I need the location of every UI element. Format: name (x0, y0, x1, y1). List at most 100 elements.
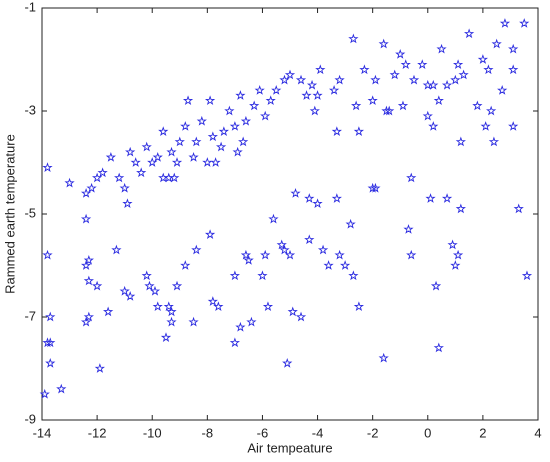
point (508, 121, 519, 131)
point (105, 151, 116, 162)
x-tick-label: 2 (479, 425, 486, 440)
point (210, 157, 221, 167)
point (295, 311, 307, 322)
point (125, 291, 136, 301)
point (64, 177, 75, 188)
point (235, 90, 246, 100)
point (433, 95, 444, 106)
point (160, 332, 172, 342)
x-axis-label: Air tempeature (247, 440, 332, 455)
y-tick-label: -3 (24, 102, 36, 117)
point (232, 146, 243, 157)
point (458, 69, 469, 80)
point (328, 85, 340, 95)
point (42, 249, 53, 260)
point (213, 301, 224, 312)
point (287, 306, 298, 317)
point (166, 146, 177, 157)
point (171, 157, 183, 167)
point (367, 182, 378, 193)
point (309, 105, 320, 116)
point (433, 342, 444, 353)
point (163, 301, 174, 312)
point (149, 285, 161, 296)
point (152, 151, 163, 162)
point (408, 74, 420, 85)
point (295, 74, 307, 85)
x-tick-label: -2 (367, 425, 379, 440)
point (290, 188, 301, 198)
point (147, 157, 158, 167)
point (229, 337, 240, 348)
point (111, 244, 122, 255)
point (204, 229, 216, 239)
point (381, 105, 392, 116)
point (262, 301, 274, 312)
point (284, 69, 296, 80)
point (39, 388, 50, 399)
point (331, 193, 342, 203)
point (472, 100, 483, 111)
point (450, 74, 461, 85)
point (80, 188, 92, 198)
point (304, 234, 315, 245)
point (480, 121, 491, 131)
point (166, 306, 177, 317)
point (191, 244, 202, 255)
point (279, 244, 290, 255)
point (254, 85, 265, 95)
point (323, 260, 334, 270)
point (497, 85, 508, 95)
point (188, 316, 199, 327)
point (353, 126, 364, 136)
point (114, 172, 125, 183)
point (260, 249, 271, 260)
point (238, 136, 249, 147)
point (428, 121, 439, 131)
point (141, 141, 152, 152)
point (483, 64, 494, 75)
point (455, 136, 466, 147)
point (257, 270, 268, 281)
point (171, 280, 183, 291)
point (229, 121, 240, 131)
point (441, 79, 453, 90)
point (406, 172, 417, 183)
point (304, 193, 315, 203)
point (464, 28, 475, 39)
point (276, 239, 287, 250)
point (370, 74, 381, 85)
point (158, 126, 169, 136)
point (122, 198, 133, 209)
point (45, 311, 56, 322)
x-tick-label: -6 (257, 425, 269, 440)
point (282, 357, 293, 368)
point (331, 126, 342, 136)
point (351, 100, 362, 111)
point (450, 260, 461, 270)
point (166, 316, 177, 327)
point (334, 74, 345, 85)
point (397, 100, 409, 111)
point (400, 59, 411, 70)
y-tick-label: -7 (24, 308, 36, 323)
point (378, 352, 389, 363)
point (441, 193, 453, 203)
point (513, 203, 524, 214)
point (452, 59, 464, 70)
point (240, 115, 252, 126)
point (334, 249, 345, 260)
point (284, 249, 296, 260)
point (345, 218, 356, 229)
point (488, 136, 500, 147)
point (249, 100, 260, 111)
point (279, 74, 290, 85)
point (125, 146, 136, 157)
x-tick-label: -12 (88, 425, 107, 440)
point (271, 85, 282, 95)
point (348, 270, 359, 281)
point (353, 301, 364, 312)
point (395, 48, 406, 59)
point (94, 363, 105, 373)
